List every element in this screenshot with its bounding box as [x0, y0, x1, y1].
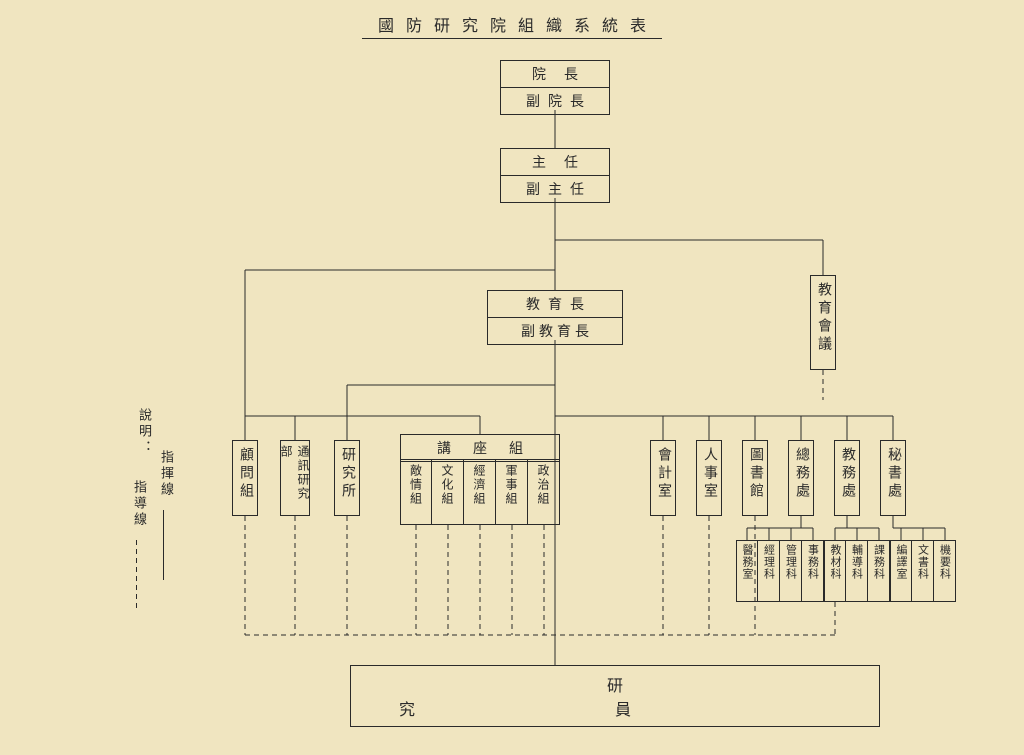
lecture-sub-1: 文化組: [432, 459, 464, 525]
cell-vice-chief: 副主任: [501, 175, 609, 202]
cell-vice-edu-head: 副教育長: [488, 317, 622, 344]
node-edu-meeting: 教育會議: [810, 275, 836, 370]
node-researchers: 研究員: [350, 665, 880, 727]
edu-subs: 教材科 輔導科 課務科: [824, 540, 890, 602]
dept-library: 圖書館: [742, 440, 768, 516]
lecture-group-header: 講座組: [400, 434, 560, 462]
sec-subs: 編譯室 文書科 機要科: [890, 540, 956, 602]
node-edu-head: 教育長 副教育長: [487, 290, 623, 345]
dept-personnel: 人事室: [696, 440, 722, 516]
node-advisor-group: 顧問組: [232, 440, 258, 516]
total-subs: 醫務室 經理科 管理科 事務科: [736, 540, 824, 602]
lecture-subs: 敵情組 文化組 經濟組 軍事組 政治組: [400, 459, 560, 525]
dept-eduaffairs: 教務處: [834, 440, 860, 516]
cell-director: 院長: [501, 61, 609, 87]
edu-sub-1: 輔導科: [846, 540, 868, 602]
lecture-sub-4: 政治組: [528, 459, 560, 525]
legend-solid-line: [163, 510, 164, 580]
total-sub-0: 醫務室: [736, 540, 758, 602]
diagram-title: 國防研究院組織系統表: [362, 12, 662, 39]
lecture-sub-0: 敵情組: [400, 459, 432, 525]
legend-dashed-line: [136, 540, 137, 610]
cell-chief: 主任: [501, 149, 609, 175]
cell-edu-head: 教育長: [488, 291, 622, 317]
node-director: 院長 副院長: [500, 60, 610, 115]
sec-sub-2: 機要科: [934, 540, 956, 602]
dept-general: 總務處: [788, 440, 814, 516]
dept-accounting: 會計室: [650, 440, 676, 516]
total-sub-1: 經理科: [758, 540, 780, 602]
node-chief: 主任 副主任: [500, 148, 610, 203]
sec-sub-0: 編譯室: [890, 540, 912, 602]
edu-sub-0: 教材科: [824, 540, 846, 602]
edu-sub-2: 課務科: [868, 540, 890, 602]
dept-secretary: 秘書處: [880, 440, 906, 516]
node-comm-research: 通訊研究部: [280, 440, 310, 516]
lecture-sub-2: 經濟組: [464, 459, 496, 525]
total-sub-2: 管理科: [780, 540, 802, 602]
total-sub-3: 事務科: [802, 540, 824, 602]
cell-vice-director: 副院長: [501, 87, 609, 114]
legend-header: 說明：: [135, 408, 154, 456]
legend-dashed-label: 指導線: [130, 480, 149, 528]
lecture-sub-3: 軍事組: [496, 459, 528, 525]
node-research-inst: 研究所: [334, 440, 360, 516]
legend-solid-label: 指揮線: [157, 450, 176, 498]
sec-sub-1: 文書科: [912, 540, 934, 602]
